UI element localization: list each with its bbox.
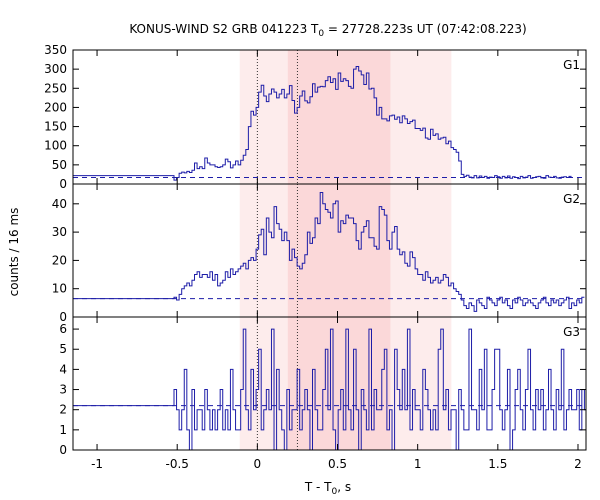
y-tick-label: 100 (44, 139, 67, 153)
panel-frame (72, 316, 587, 451)
y-tick-label: 20 (52, 253, 67, 267)
y-tick-label: 40 (52, 197, 67, 211)
y-tick-label: 200 (44, 100, 67, 114)
y-tick-label: 2 (59, 403, 67, 417)
y-tick-label: 10 (52, 282, 67, 296)
y-tick-label: 6 (59, 322, 67, 336)
y-tick-label: 3 (59, 383, 67, 397)
x-tick-label: 1.5 (488, 457, 507, 471)
shade-interval-dark (287, 317, 391, 450)
y-tick-label: 150 (44, 120, 67, 134)
y-tick-label: 30 (52, 225, 67, 239)
y-tick-label: 5 (59, 342, 67, 356)
y-tick-label: 0 (59, 443, 67, 457)
panel-g1: 0 50 100 150 200 250 300 350 G1 (44, 43, 587, 191)
y-tick-label: 350 (44, 43, 67, 57)
y-tick-label: 0 (59, 310, 67, 324)
shade-interval-dark (287, 50, 391, 184)
x-tick-label: 1 (414, 457, 422, 471)
x-axis-label: T - T0, s (304, 480, 351, 497)
panel-g3: 0 1 2 3 4 5 6 G3 (59, 316, 587, 457)
y-tick-label: 1 (59, 423, 67, 437)
y-axis-label: counts / 16 ms (7, 208, 21, 297)
y-tick-label: 4 (59, 362, 67, 376)
series-line-g3 (73, 328, 586, 451)
x-axis-label-subscript: 0 (332, 487, 338, 497)
x-tick-label: -0.5 (165, 457, 188, 471)
panel-label-g1: G1 (563, 58, 580, 72)
x-tick-label: 0 (254, 457, 262, 471)
y-tick-label: 300 (44, 62, 67, 76)
y-tick-label: 250 (44, 81, 67, 95)
y-tick-label: 50 (52, 158, 67, 172)
x-tick-label: 2 (574, 457, 582, 471)
x-tick-label: 0.5 (328, 457, 347, 471)
shade-interval-dark (287, 184, 391, 317)
series-line-g1 (73, 65, 572, 181)
x-tick-label: -1 (91, 457, 103, 471)
panel-g2: 0 10 20 30 40 G2 (52, 183, 587, 324)
series-line-g2 (73, 191, 585, 312)
panel-label-g2: G2 (563, 192, 580, 206)
y-tick-label: 0 (59, 177, 67, 191)
chart-title-subscript: 0 (318, 29, 324, 39)
panel-label-g3: G3 (563, 325, 580, 339)
chart-title: KONUS-WIND S2 GRB 041223 T0 = 27728.223s… (129, 22, 526, 39)
